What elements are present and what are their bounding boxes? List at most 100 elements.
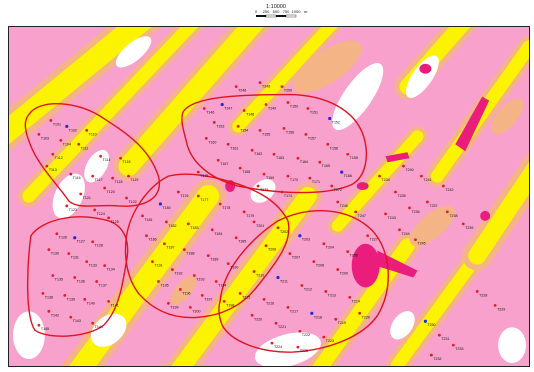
- sample-point[interactable]: [65, 204, 69, 208]
- sample-point[interactable]: [322, 242, 326, 246]
- sample-point[interactable]: [47, 248, 51, 252]
- sample-point-blue[interactable]: [423, 319, 427, 323]
- sample-point[interactable]: [69, 172, 73, 176]
- sample-point[interactable]: [264, 103, 268, 106]
- sample-point[interactable]: [420, 174, 423, 178]
- sample-point[interactable]: [441, 184, 445, 188]
- sample-point[interactable]: [402, 164, 405, 168]
- sample-point[interactable]: [83, 298, 87, 301]
- sample-point[interactable]: [258, 81, 262, 85]
- sample-point[interactable]: [300, 284, 304, 287]
- sample-point[interactable]: [298, 329, 302, 333]
- sample-point[interactable]: [437, 333, 441, 337]
- sample-point[interactable]: [202, 107, 206, 110]
- sample-point-blue[interactable]: [310, 311, 314, 315]
- sample-point[interactable]: [445, 210, 449, 214]
- sample-point[interactable]: [250, 313, 254, 317]
- sample-point[interactable]: [461, 222, 465, 226]
- sample-point[interactable]: [408, 206, 411, 210]
- sample-point[interactable]: [262, 172, 266, 176]
- sample-point[interactable]: [348, 296, 352, 299]
- sample-point[interactable]: [286, 101, 290, 104]
- sample-point[interactable]: [354, 210, 358, 214]
- sample-point-blue[interactable]: [158, 202, 163, 206]
- sample-point[interactable]: [366, 234, 370, 238]
- sample-point[interactable]: [47, 309, 51, 313]
- sample-point[interactable]: [166, 301, 170, 305]
- sample-point[interactable]: [206, 254, 210, 258]
- sample-point[interactable]: [274, 321, 278, 325]
- sample-point[interactable]: [176, 190, 180, 194]
- sample-point[interactable]: [336, 200, 340, 204]
- sample-point[interactable]: [141, 214, 144, 218]
- sample-point-blue[interactable]: [340, 170, 344, 174]
- sample-point[interactable]: [170, 268, 174, 271]
- sample-point[interactable]: [358, 311, 362, 315]
- sample-point[interactable]: [37, 132, 41, 136]
- sample-point[interactable]: [322, 335, 326, 339]
- sample-point-blue[interactable]: [276, 275, 280, 280]
- sample-point[interactable]: [429, 353, 433, 357]
- sample-point[interactable]: [186, 222, 190, 226]
- sample-point[interactable]: [238, 292, 242, 295]
- sample-point[interactable]: [192, 274, 196, 277]
- sample-point[interactable]: [91, 321, 95, 325]
- sample-point[interactable]: [398, 228, 401, 232]
- sample-point[interactable]: [238, 166, 242, 170]
- sample-point[interactable]: [163, 242, 166, 246]
- sample-point[interactable]: [85, 128, 89, 132]
- sample-point[interactable]: [226, 142, 230, 146]
- sample-point[interactable]: [222, 299, 226, 303]
- sample-point[interactable]: [451, 343, 455, 347]
- sample-point[interactable]: [51, 274, 55, 277]
- sample-point[interactable]: [414, 238, 417, 242]
- sample-point[interactable]: [346, 250, 350, 254]
- sample-point[interactable]: [125, 196, 128, 200]
- sample-point[interactable]: [127, 174, 130, 178]
- sample-point[interactable]: [69, 315, 73, 319]
- sample-point[interactable]: [200, 294, 204, 297]
- sample-point[interactable]: [196, 170, 200, 174]
- sample-point[interactable]: [157, 280, 160, 283]
- sample-point[interactable]: [49, 119, 53, 122]
- sample-point[interactable]: [188, 305, 192, 309]
- sample-point[interactable]: [250, 148, 254, 152]
- sample-point[interactable]: [286, 174, 290, 178]
- sample-point[interactable]: [212, 121, 216, 124]
- sample-point[interactable]: [242, 109, 246, 112]
- sample-point[interactable]: [262, 298, 266, 301]
- sample-point[interactable]: [242, 210, 246, 214]
- sample-point-blue[interactable]: [73, 236, 77, 240]
- sample-point[interactable]: [288, 252, 292, 256]
- sample-point[interactable]: [196, 194, 200, 198]
- sample-point[interactable]: [178, 288, 182, 291]
- sample-point[interactable]: [236, 125, 240, 128]
- sample-point[interactable]: [93, 208, 97, 212]
- sample-point[interactable]: [336, 268, 340, 271]
- sample-point[interactable]: [234, 85, 238, 89]
- sample-point[interactable]: [286, 305, 290, 309]
- sample-point[interactable]: [37, 323, 41, 327]
- sample-point[interactable]: [304, 132, 308, 136]
- sample-point[interactable]: [55, 232, 59, 236]
- sample-point[interactable]: [216, 158, 220, 162]
- sample-point[interactable]: [270, 341, 274, 345]
- sample-point[interactable]: [234, 236, 238, 240]
- sample-point[interactable]: [318, 160, 322, 164]
- sample-point[interactable]: [324, 290, 328, 293]
- sample-point[interactable]: [59, 138, 63, 142]
- sample-point[interactable]: [384, 212, 387, 216]
- sample-point[interactable]: [151, 260, 154, 264]
- sample-point[interactable]: [226, 262, 230, 265]
- sample-point[interactable]: [280, 85, 284, 89]
- sample-point[interactable]: [214, 280, 218, 283]
- sample-point[interactable]: [296, 156, 300, 160]
- sample-point[interactable]: [475, 290, 479, 293]
- sample-point[interactable]: [111, 176, 114, 180]
- sample-point[interactable]: [312, 260, 316, 264]
- sample-point[interactable]: [308, 176, 312, 180]
- sample-point[interactable]: [107, 216, 111, 220]
- sample-point[interactable]: [145, 234, 148, 238]
- sample-point[interactable]: [79, 192, 83, 196]
- sample-point[interactable]: [107, 299, 111, 303]
